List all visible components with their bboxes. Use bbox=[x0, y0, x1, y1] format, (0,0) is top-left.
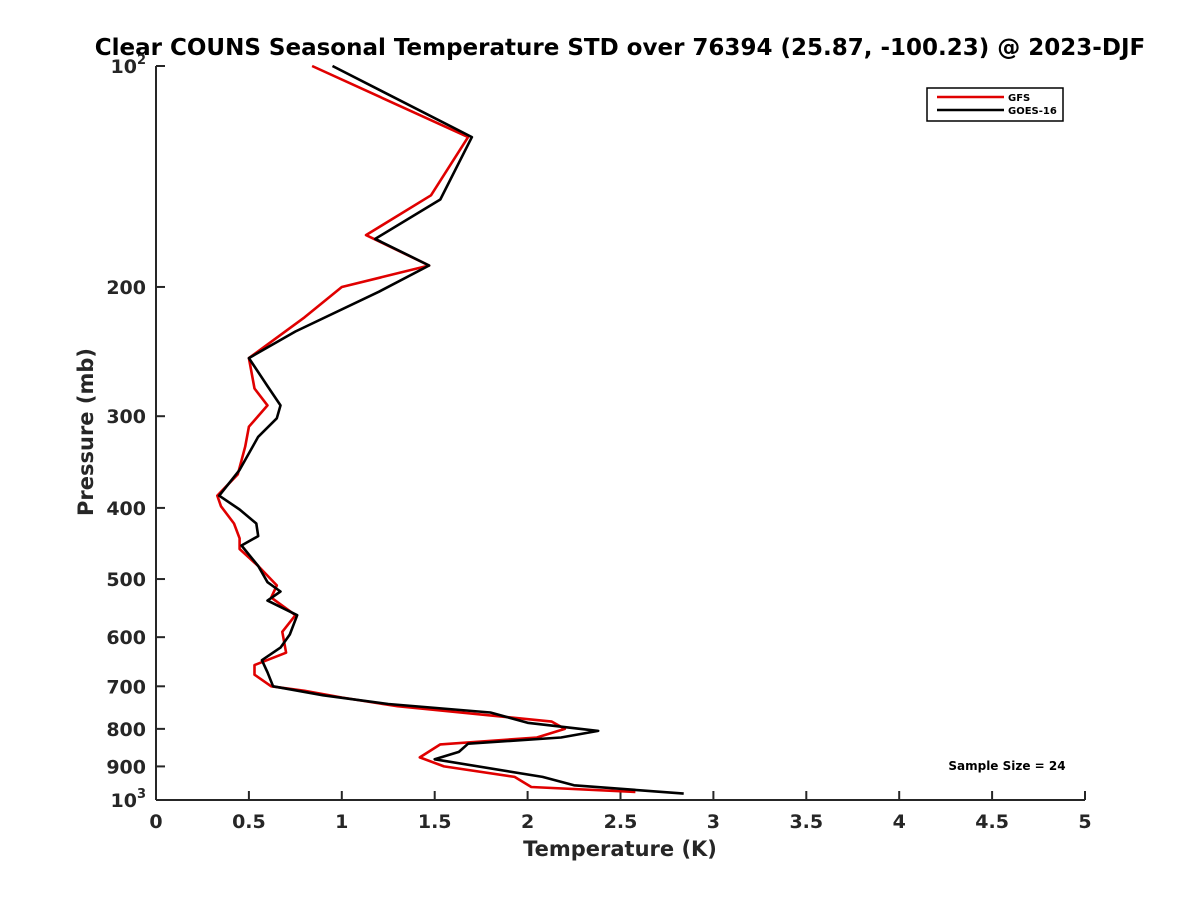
y-axis-label: Pressure (mb) bbox=[74, 348, 98, 516]
x-tick-label: 3 bbox=[707, 811, 720, 833]
series-line-gfs bbox=[216, 64, 636, 794]
y-tick-label: 700 bbox=[106, 676, 146, 698]
y-tick-label: 200 bbox=[106, 277, 146, 299]
x-tick-label: 0.5 bbox=[232, 811, 266, 833]
y-tick-label: 300 bbox=[106, 406, 146, 428]
chart-title: Clear COUNS Seasonal Temperature STD ove… bbox=[95, 35, 1145, 61]
x-tick-label: 4.5 bbox=[975, 811, 1009, 833]
x-tick-label: 3.5 bbox=[789, 811, 823, 833]
y-tick-label: 900 bbox=[106, 756, 146, 778]
y-tick-label: 103 bbox=[111, 787, 147, 812]
legend-label: GOES-16 bbox=[1008, 106, 1057, 117]
x-tick-label: 1.5 bbox=[418, 811, 452, 833]
x-tick-label: 4 bbox=[893, 811, 906, 833]
x-tick-label: 0 bbox=[149, 811, 162, 833]
y-tick-label: 600 bbox=[106, 627, 146, 649]
legend-box bbox=[926, 87, 1064, 122]
y-tick-label: 400 bbox=[106, 498, 146, 520]
x-tick-label: 1 bbox=[335, 811, 348, 833]
x-tick-label: 2 bbox=[521, 811, 534, 833]
legend-label: GFS bbox=[1008, 93, 1030, 104]
y-tick-label: 102 bbox=[111, 53, 147, 78]
y-tick-label: 500 bbox=[106, 569, 146, 591]
series-layer bbox=[216, 64, 684, 795]
axes-layer: 0 0.5 1 1.5 2 2.5 3 3.5 4 4.5 5 102 200 300 400 500 600 7… bbox=[106, 53, 1091, 833]
x-axis-label: Temperature (K) bbox=[523, 837, 717, 861]
sample-size-annotation: Sample Size = 24 bbox=[948, 759, 1065, 773]
y-tick-label: 800 bbox=[106, 719, 146, 741]
legend: GFS GOES-16 bbox=[926, 87, 1064, 122]
series-line-goes-16 bbox=[217, 64, 684, 795]
x-tick-label: 2.5 bbox=[604, 811, 638, 833]
x-tick-label: 5 bbox=[1078, 811, 1091, 833]
